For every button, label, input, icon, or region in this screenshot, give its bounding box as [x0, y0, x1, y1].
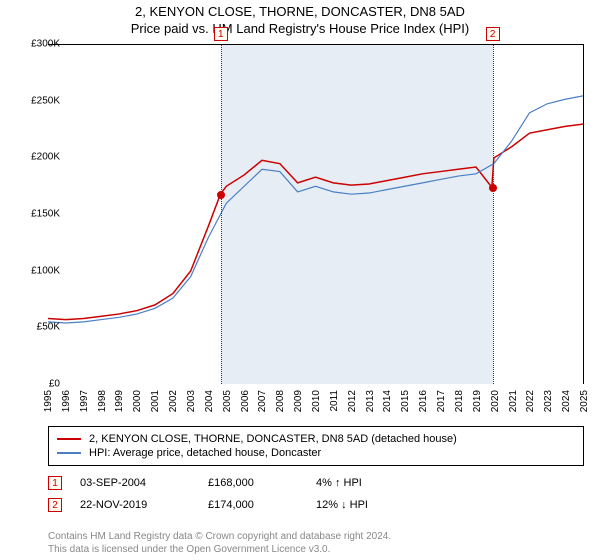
- x-tick-label: 2023: [543, 390, 554, 412]
- x-tick-label: 1996: [61, 390, 72, 412]
- legend-row: HPI: Average price, detached house, Donc…: [57, 447, 575, 459]
- marker-line: [221, 45, 222, 384]
- x-tick-label: 2009: [293, 390, 304, 412]
- x-tick-label: 1998: [97, 390, 108, 412]
- x-tick-label: 2014: [382, 390, 393, 412]
- legend-swatch: [57, 438, 81, 440]
- sale-pct: 12% ↓ HPI: [316, 499, 436, 511]
- x-tick-label: 2018: [454, 390, 465, 412]
- legend-swatch: [57, 452, 81, 454]
- sale-price: £174,000: [208, 499, 298, 511]
- title-subtitle: Price paid vs. HM Land Registry's House …: [0, 21, 600, 36]
- marker-dot: [489, 184, 497, 192]
- x-tick-label: 2010: [311, 390, 322, 412]
- y-tick-label: £50K: [37, 322, 60, 333]
- x-tick-label: 2022: [525, 390, 536, 412]
- x-tick-label: 1995: [43, 390, 54, 412]
- x-tick-label: 1997: [79, 390, 90, 412]
- marker-line: [493, 45, 494, 384]
- y-tick-label: £300K: [31, 39, 60, 50]
- sale-date: 03-SEP-2004: [80, 477, 190, 489]
- sale-marker: 2: [48, 498, 62, 512]
- table-row: 1 03-SEP-2004 £168,000 4% ↑ HPI: [48, 472, 584, 494]
- chart-plot: 12: [48, 45, 583, 384]
- x-tick-label: 2011: [329, 390, 340, 412]
- x-tick-label: 2004: [204, 390, 215, 412]
- marker-dot: [217, 191, 225, 199]
- marker-box: 2: [486, 27, 500, 41]
- marker-box: 1: [214, 27, 228, 41]
- y-tick-label: £0: [49, 379, 60, 390]
- x-tick-label: 2017: [436, 390, 447, 412]
- x-tick-label: 2015: [400, 390, 411, 412]
- attribution-line: This data is licensed under the Open Gov…: [48, 543, 391, 556]
- x-tick-label: 2021: [508, 390, 519, 412]
- y-tick-label: £250K: [31, 95, 60, 106]
- x-tick-label: 2003: [186, 390, 197, 412]
- title-address: 2, KENYON CLOSE, THORNE, DONCASTER, DN8 …: [0, 4, 600, 19]
- x-tick-label: 2013: [365, 390, 376, 412]
- x-tick-label: 2008: [275, 390, 286, 412]
- legend-label: 2, KENYON CLOSE, THORNE, DONCASTER, DN8 …: [89, 433, 457, 445]
- title-block: 2, KENYON CLOSE, THORNE, DONCASTER, DN8 …: [0, 0, 600, 38]
- x-tick-label: 2006: [240, 390, 251, 412]
- table-row: 2 22-NOV-2019 £174,000 12% ↓ HPI: [48, 494, 584, 516]
- sale-date: 22-NOV-2019: [80, 499, 190, 511]
- chart-area: 12: [48, 44, 584, 384]
- legend: 2, KENYON CLOSE, THORNE, DONCASTER, DN8 …: [48, 426, 584, 466]
- x-tick-label: 2005: [222, 390, 233, 412]
- chart-lines: [48, 45, 583, 384]
- x-tick-label: 2025: [579, 390, 590, 412]
- x-tick-label: 2019: [472, 390, 483, 412]
- legend-row: 2, KENYON CLOSE, THORNE, DONCASTER, DN8 …: [57, 433, 575, 445]
- sale-price: £168,000: [208, 477, 298, 489]
- chart-container: 2, KENYON CLOSE, THORNE, DONCASTER, DN8 …: [0, 0, 600, 560]
- sales-table: 1 03-SEP-2004 £168,000 4% ↑ HPI 2 22-NOV…: [48, 472, 584, 516]
- y-tick-label: £150K: [31, 209, 60, 220]
- legend-label: HPI: Average price, detached house, Donc…: [89, 447, 321, 459]
- sale-marker: 1: [48, 476, 62, 490]
- x-tick-label: 1999: [114, 390, 125, 412]
- x-tick-label: 2020: [490, 390, 501, 412]
- attribution: Contains HM Land Registry data © Crown c…: [48, 530, 391, 556]
- y-tick-label: £100K: [31, 265, 60, 276]
- x-tick-label: 2024: [561, 390, 572, 412]
- x-tick-label: 2007: [257, 390, 268, 412]
- attribution-line: Contains HM Land Registry data © Crown c…: [48, 530, 391, 543]
- sale-pct: 4% ↑ HPI: [316, 477, 436, 489]
- x-tick-label: 2012: [347, 390, 358, 412]
- y-tick-label: £200K: [31, 152, 60, 163]
- x-tick-label: 2001: [150, 390, 161, 412]
- x-tick-label: 2016: [418, 390, 429, 412]
- x-tick-label: 2000: [132, 390, 143, 412]
- x-tick-label: 2002: [168, 390, 179, 412]
